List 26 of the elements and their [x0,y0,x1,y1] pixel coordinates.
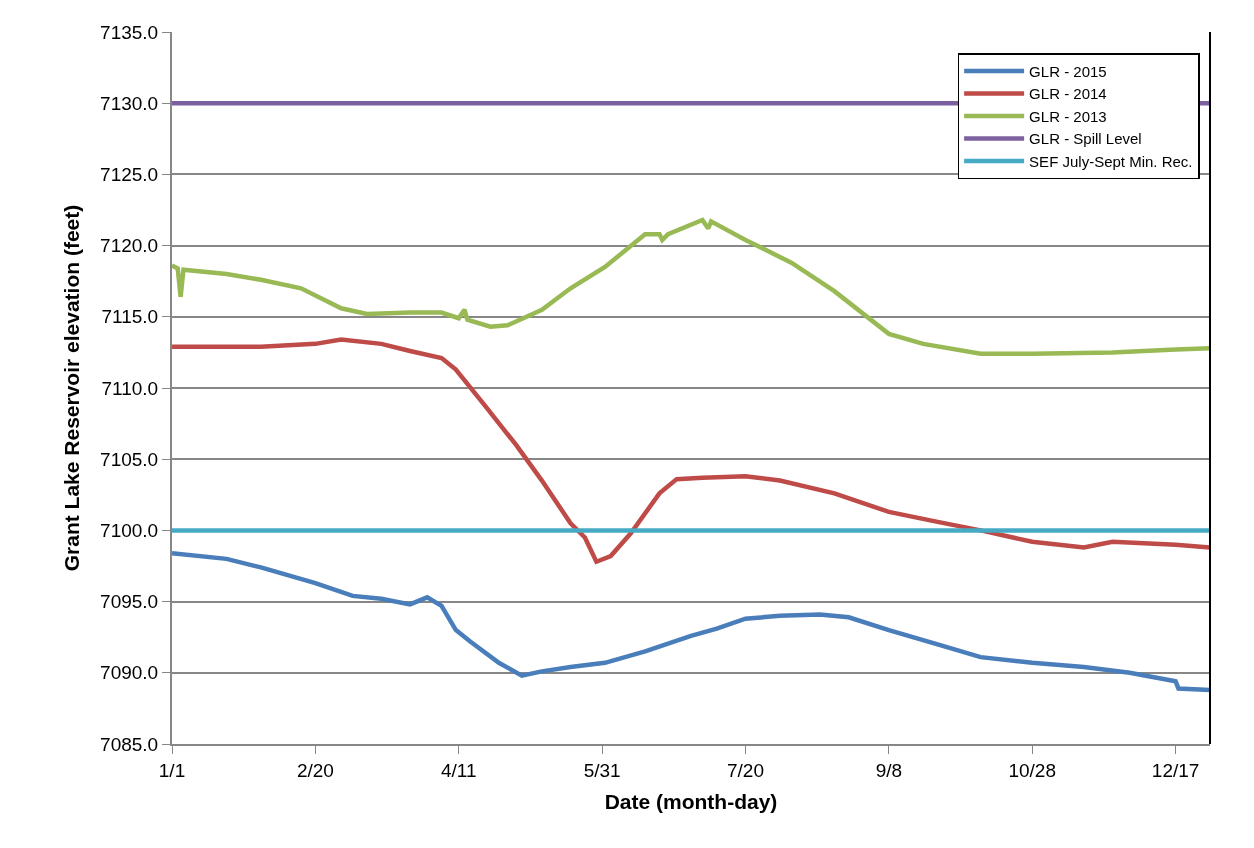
x-tick-label: 10/28 [1008,759,1056,781]
y-tick-label: 7095.0 [100,591,159,613]
legend-label: GLR - 2014 [1029,85,1107,103]
y-tick-label: 7130.0 [100,92,159,114]
legend-label: GLR - 2013 [1029,107,1107,125]
y-tick-label: 7085.0 [100,733,159,755]
legend-label: GLR - 2015 [1029,62,1107,80]
y-axis-title: Grant Lake Reservoir elevation (feet) [59,204,83,572]
x-tick-label: 1/1 [158,759,186,781]
x-tick-label: 4/11 [440,759,477,781]
y-tick-label: 7120.0 [100,235,159,257]
x-tick-label: 5/31 [583,759,621,781]
x-tick-label: 12/17 [1151,759,1200,781]
y-tick-label: 7100.0 [100,520,159,542]
legend-label: GLR - Spill Level [1029,130,1142,148]
x-tick-label: 9/8 [875,759,903,781]
y-tick-label: 7090.0 [100,662,159,684]
legend-label: SEF July-Sept Min. Rec. [1029,152,1193,170]
y-tick-label: 7110.0 [101,377,159,399]
x-tick-label: 2/20 [296,759,334,781]
x-axis-title: Date (month-day) [604,790,778,814]
y-tick-label: 7135.0 [100,21,159,43]
y-tick-label: 7125.0 [100,164,159,186]
y-tick-label: 7105.0 [100,448,159,470]
y-tick-label: 7115.0 [101,306,159,328]
x-tick-label: 7/20 [726,759,764,781]
